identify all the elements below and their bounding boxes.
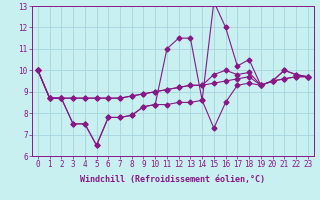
- X-axis label: Windchill (Refroidissement éolien,°C): Windchill (Refroidissement éolien,°C): [80, 175, 265, 184]
